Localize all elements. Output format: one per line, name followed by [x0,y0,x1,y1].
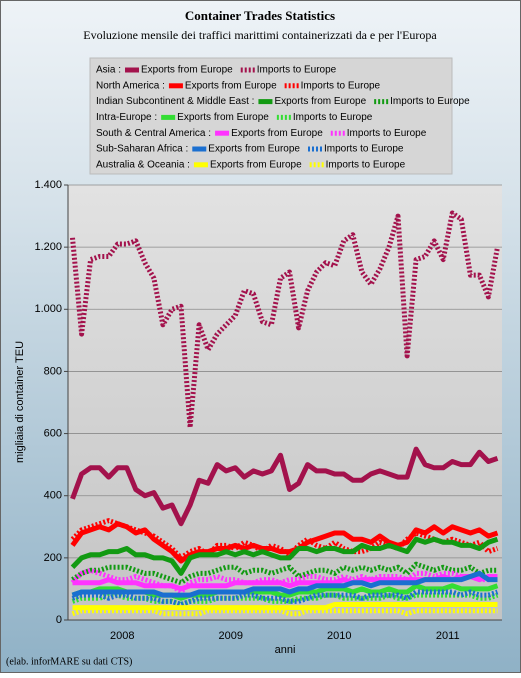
legend-group-label: Asia : [96,65,121,76]
legend-label: Imports to Europe [390,96,470,107]
legend-box [89,57,453,175]
legend-label: Exports from Europe [177,112,269,123]
y-tick-label: 200 [44,552,62,564]
legend-label: Imports to Europe [301,80,381,91]
legend-label: Exports from Europe [208,144,300,155]
y-tick-label: 800 [44,365,62,377]
legend-group-label: North America : [96,80,165,91]
legend-label: Exports from Europe [185,80,277,91]
series-line [71,608,498,617]
series-line [70,518,499,561]
series-line [71,589,499,607]
legend-group-label: Sub-Saharan Africa : [96,144,188,155]
x-axis-label: anni [275,644,296,656]
y-tick-label: 600 [44,427,62,439]
legend-group-label: Intra-Europe : [96,112,157,123]
x-tick-label: 2008 [110,630,134,642]
legend: Asia : Exports from Europe Imports to Euro… [96,65,470,171]
legend-label: Exports from Europe [274,96,366,107]
legend-group-label: Indian Subcontinent & Middle East : [96,96,254,107]
series-line [70,446,499,527]
legend-label: Exports from Europe [141,65,233,76]
series-line [70,210,500,430]
y-tick-label: 1.000 [34,303,62,315]
legend-group-label: South & Central America : [96,128,211,139]
legend-label: Exports from Europe [210,159,302,170]
y-axis-label: migliaia di container TEU [14,341,26,463]
series-line [71,561,498,586]
x-tick-label: 2011 [436,630,460,642]
x-tick-label: 2010 [327,630,351,642]
legend-label: Exports from Europe [231,128,323,139]
legend-label: Imports to Europe [347,128,427,139]
x-tick-label: 2009 [219,630,243,642]
legend-label: Imports to Europe [326,159,406,170]
y-tick-label: 0 [56,614,62,626]
series-line [71,570,498,598]
series-line [70,567,499,595]
legend-label: Imports to Europe [257,65,337,76]
legend-label: Imports to Europe [293,112,373,123]
series-line [70,536,499,576]
y-tick-label: 1.200 [34,241,62,253]
source-note: (elab. inforMARE su dati CTS) [6,656,132,667]
series-line [72,602,498,611]
chart-subtitle: Evoluzione mensile dei traffici marittim… [83,28,437,42]
legend-group-label: Australia & Oceania : [96,159,190,170]
chart-title: Container Trades Statistics [185,8,335,23]
legend-label: Imports to Europe [324,144,404,155]
y-tick-label: 1.400 [34,179,62,191]
y-tick-label: 400 [44,490,62,502]
